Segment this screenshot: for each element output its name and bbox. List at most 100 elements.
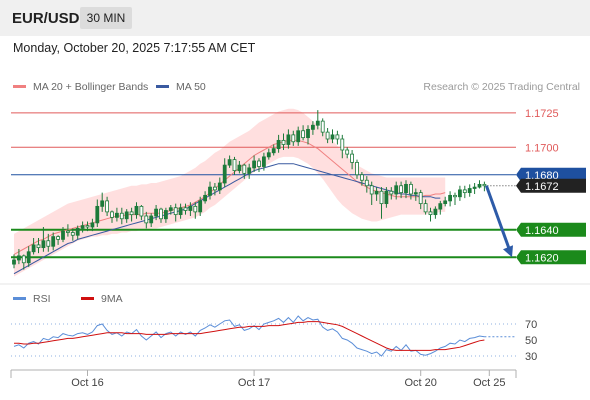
candle-body	[154, 208, 159, 217]
candle-body	[418, 192, 423, 205]
candle-body	[12, 259, 16, 265]
candle-body	[217, 182, 222, 191]
rsi-legend-label: 9MA	[101, 293, 123, 305]
candle-body	[188, 205, 193, 211]
rsi-legend-label: RSI	[33, 293, 51, 305]
header-bar: EUR/USD 30 MIN	[0, 0, 590, 36]
candle-body	[399, 185, 404, 194]
candle-body	[276, 139, 281, 150]
price-tag	[516, 167, 586, 182]
currency-pair: EUR/USD	[12, 10, 80, 27]
candle-body	[389, 190, 394, 195]
candle-body	[227, 159, 232, 166]
candle-body	[119, 212, 124, 220]
candle-body	[134, 205, 139, 216]
candle-body	[438, 203, 443, 210]
candle-body	[315, 120, 320, 126]
candle-body	[203, 194, 208, 202]
candle-body	[472, 186, 477, 189]
rsi-line	[13, 315, 485, 357]
candle-body	[355, 161, 359, 176]
candle-body	[443, 200, 448, 205]
legend-swatch	[156, 85, 169, 88]
rsi-y-label: 50	[525, 335, 537, 347]
candle-body	[129, 211, 134, 216]
candle-body	[374, 190, 379, 195]
candle-body	[100, 200, 105, 207]
candle-body	[369, 185, 374, 195]
candle-body	[110, 211, 114, 218]
candle-body	[149, 215, 154, 224]
candle-body	[232, 159, 237, 172]
candle-body	[291, 134, 296, 143]
candle-body	[271, 148, 276, 154]
candle-body	[90, 222, 95, 228]
candle-body	[428, 211, 433, 216]
candle-body	[413, 192, 418, 195]
candle-body	[477, 183, 482, 188]
candle-body	[193, 205, 198, 213]
candle-body	[340, 138, 345, 151]
candle-body	[364, 179, 369, 187]
legend-swatch	[13, 85, 26, 88]
rsi-legend-swatch	[81, 297, 94, 300]
price-level-label: 1.1620	[525, 252, 559, 264]
candle-body	[242, 164, 247, 174]
source-credit: Research © 2025 Trading Central	[423, 81, 580, 93]
candle-body	[457, 189, 462, 198]
candle-body	[433, 208, 438, 216]
candle-body	[462, 189, 467, 194]
candle-body	[163, 210, 168, 220]
candle-body	[310, 124, 315, 130]
candle-body	[296, 130, 301, 143]
candle-body	[159, 208, 163, 220]
candle-body	[95, 205, 100, 224]
candle-body	[61, 230, 65, 240]
candle-body	[66, 230, 70, 233]
candle-body	[453, 194, 457, 198]
candle-body	[222, 164, 227, 184]
candle-body	[281, 139, 286, 145]
candle-body	[384, 190, 389, 205]
candle-body	[325, 131, 330, 140]
candle-body	[257, 160, 261, 167]
candle-body	[183, 207, 188, 211]
candle-body	[330, 134, 335, 140]
candle-body	[482, 183, 487, 187]
candle-body	[301, 130, 306, 139]
candle-body	[335, 134, 340, 140]
ma50-line	[13, 163, 441, 275]
candle-body	[198, 200, 203, 213]
candle-body	[467, 188, 472, 194]
bollinger-band-area	[14, 108, 446, 277]
x-tick-label: Oct 16	[71, 377, 103, 389]
candle-body	[124, 211, 129, 220]
timeframe-button[interactable]: 30 MIN	[80, 7, 132, 29]
x-tick-label: Oct 17	[238, 377, 270, 389]
candle-body	[394, 185, 399, 195]
candle-body	[168, 207, 173, 211]
candle-body	[46, 240, 51, 247]
candle-body	[31, 244, 36, 253]
price-tag	[516, 222, 586, 237]
candle-body	[306, 128, 310, 139]
candle-body	[261, 156, 266, 167]
candle-body	[144, 215, 149, 224]
candle-body	[252, 160, 257, 169]
legend-label: MA 50	[176, 81, 206, 93]
candle-body	[286, 134, 291, 145]
candle-body	[208, 186, 212, 196]
candle-body	[21, 255, 26, 264]
candle-body	[359, 174, 364, 181]
candle-body	[80, 225, 85, 229]
candle-body	[212, 186, 217, 191]
price-tag	[516, 250, 586, 265]
candle-body	[247, 167, 252, 174]
x-tick-label: Oct 20	[404, 377, 436, 389]
candle-body	[26, 251, 31, 264]
candle-body	[36, 244, 41, 249]
candle-body	[448, 194, 453, 202]
candle-body	[178, 207, 183, 216]
